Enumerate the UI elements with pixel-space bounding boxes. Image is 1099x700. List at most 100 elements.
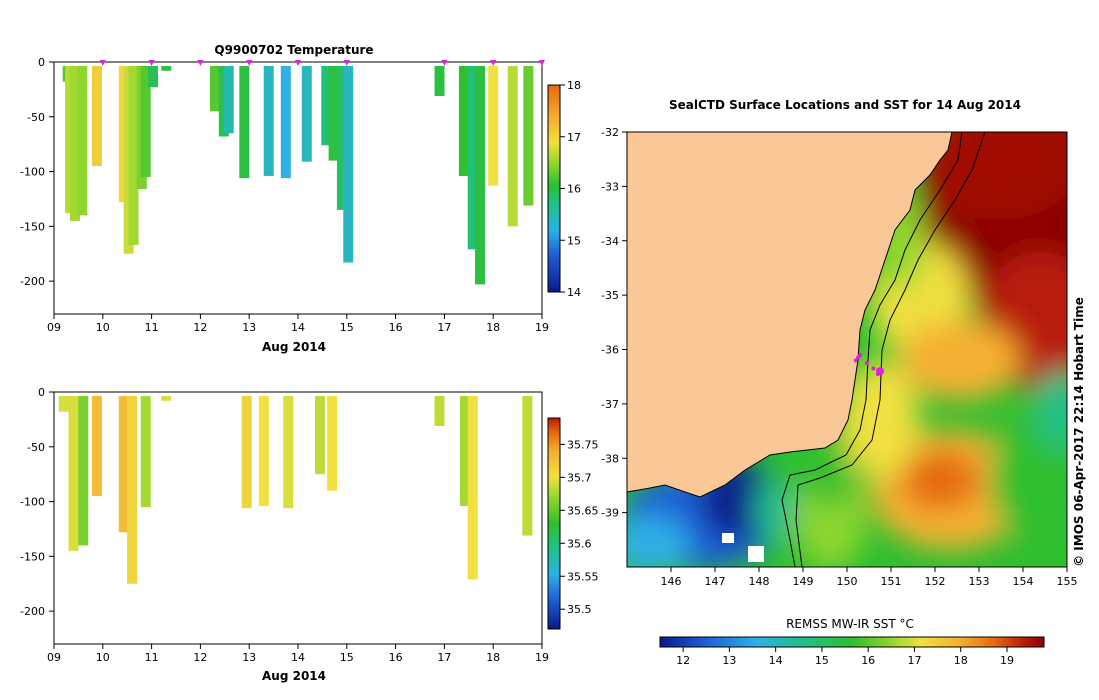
sst-colorbar [659,636,1045,648]
temperature-profiles [62,66,534,285]
longitude-tick-label: 147 [705,575,726,588]
x-tick-label: 17 [437,651,451,664]
x-tick-label: 11 [145,321,159,334]
x-tick-label: 16 [389,321,403,334]
y-tick-label: -100 [20,496,45,509]
x-tick-label: 18 [486,651,500,664]
profile-marker [343,60,350,66]
x-tick-label: 14 [291,651,305,664]
profile-column [258,396,269,506]
seal-location-dot [871,366,876,371]
temperature-colorbar [547,84,561,293]
x-tick-label: 16 [389,651,403,664]
profile-marker [246,60,253,66]
colorbar-tick-label: 35.55 [567,570,599,583]
longitude-tick-label: 150 [837,575,858,588]
isobath-200m [781,132,963,567]
profile-marker [197,60,204,66]
missing-data-patch [722,533,734,543]
profile-column [223,66,234,134]
x-tick-label: 09 [47,321,61,334]
longitude-tick-label: 152 [925,575,946,588]
x-tick-label: 18 [486,321,500,334]
profile-column [161,396,172,401]
x-tick-label: 19 [535,321,549,334]
profile-column [522,396,533,536]
profile-marker [441,60,448,66]
x-tick-label: 17 [437,321,451,334]
longitude-tick-label: 149 [793,575,814,588]
temperature-panel: Q9900702 Temperature 09 10 11 12 13 14 15 16 17 1… [20,43,581,354]
salinity-colorbar [547,417,561,630]
profile-column [148,66,159,88]
latitude-tick-label: -35 [601,289,619,302]
colorbar-tick-label: 15 [567,234,581,247]
colorbar-tick-label: 35.6 [567,537,592,550]
colorbar-tick-label: 18 [567,79,581,92]
imos-credit: © IMOS 06-Apr-2017 22:14 Hobart Time [1072,297,1086,567]
profile-column [58,396,69,412]
colorbar-tick-label: 35.65 [567,504,599,517]
profile-column [161,66,172,71]
x-tick-label: 09 [47,651,61,664]
temperature-y-ticks: 0 -50 -100 -150 -200 [20,56,54,288]
profile-column [314,396,325,475]
colorbar-tick-label: 16 [567,183,581,196]
profile-column [241,396,252,509]
x-tick-label: 12 [193,321,207,334]
profile-column [68,396,79,551]
profile-column [280,66,291,179]
seal-location-dot [876,367,884,376]
temperature-x-ticks: 09 10 11 12 13 14 15 16 17 18 19 [47,314,549,334]
sst-colorbar-label: REMSS MW-IR SST °C [786,617,914,631]
colorbar-tick-label: 14 [567,286,581,299]
profile-column [467,396,478,580]
seal-location-dot [858,352,863,357]
y-tick-label: -150 [20,550,45,563]
seal-locations [853,352,884,376]
sst-colorbar-tick-label: 13 [722,654,736,667]
longitude-tick-label: 154 [1013,575,1034,588]
profile-column [467,66,478,250]
latitude-ticks: -32 -33 -34 -35 -36 -37 -38 -39 [601,126,627,520]
profile-column [458,66,469,176]
profile-column [283,396,294,509]
salinity-colorbar-ticks: 35.75 35.7 35.65 35.6 35.55 35.5 [560,438,599,616]
longitude-tick-label: 151 [881,575,902,588]
profile-column [301,66,312,162]
profile-marker [490,60,497,66]
salinity-panel: 09 10 11 12 13 14 15 16 17 18 19 0-50-100-150-200 … [20,386,598,683]
sst-colorbar-ticks: 12 13 14 15 16 17 18 19 [676,647,1014,667]
profile-marker [295,60,301,66]
x-tick-label: 15 [340,651,354,664]
profile-column [91,66,102,167]
colorbar-tick-label: 35.5 [567,603,592,616]
colorbar-tick-label: 35.7 [567,471,592,484]
profile-marker [539,60,545,66]
sst-colorbar-tick-label: 17 [907,654,921,667]
profile-column [118,396,129,533]
x-tick-label: 10 [96,651,110,664]
salinity-profiles [58,396,533,584]
isobath-2000m [795,132,986,567]
temperature-title: Q9900702 Temperature [214,43,373,57]
profile-column [69,66,80,221]
profile-column [459,396,470,506]
profile-column [507,66,518,227]
profile-marker [148,60,155,66]
seal-location-dot [864,361,869,366]
sst-field [627,132,1067,567]
sst-colorbar-tick-label: 14 [769,654,783,667]
x-tick-label: 19 [535,651,549,664]
y-tick-label: 0 [38,56,45,69]
y-tick-label: -200 [20,275,45,288]
profile-column [488,66,499,186]
profile-column [434,66,445,96]
profile-column [140,66,151,178]
seal-location-dot [856,355,860,360]
x-tick-label: 11 [145,651,159,664]
latitude-tick-label: -33 [601,180,619,193]
colorbar-tick-label: 17 [567,131,581,144]
profile-column [523,66,534,206]
profile-column [128,66,139,245]
